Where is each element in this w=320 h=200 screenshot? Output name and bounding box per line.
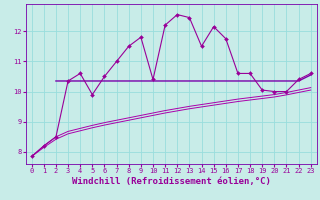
X-axis label: Windchill (Refroidissement éolien,°C): Windchill (Refroidissement éolien,°C) xyxy=(72,177,271,186)
